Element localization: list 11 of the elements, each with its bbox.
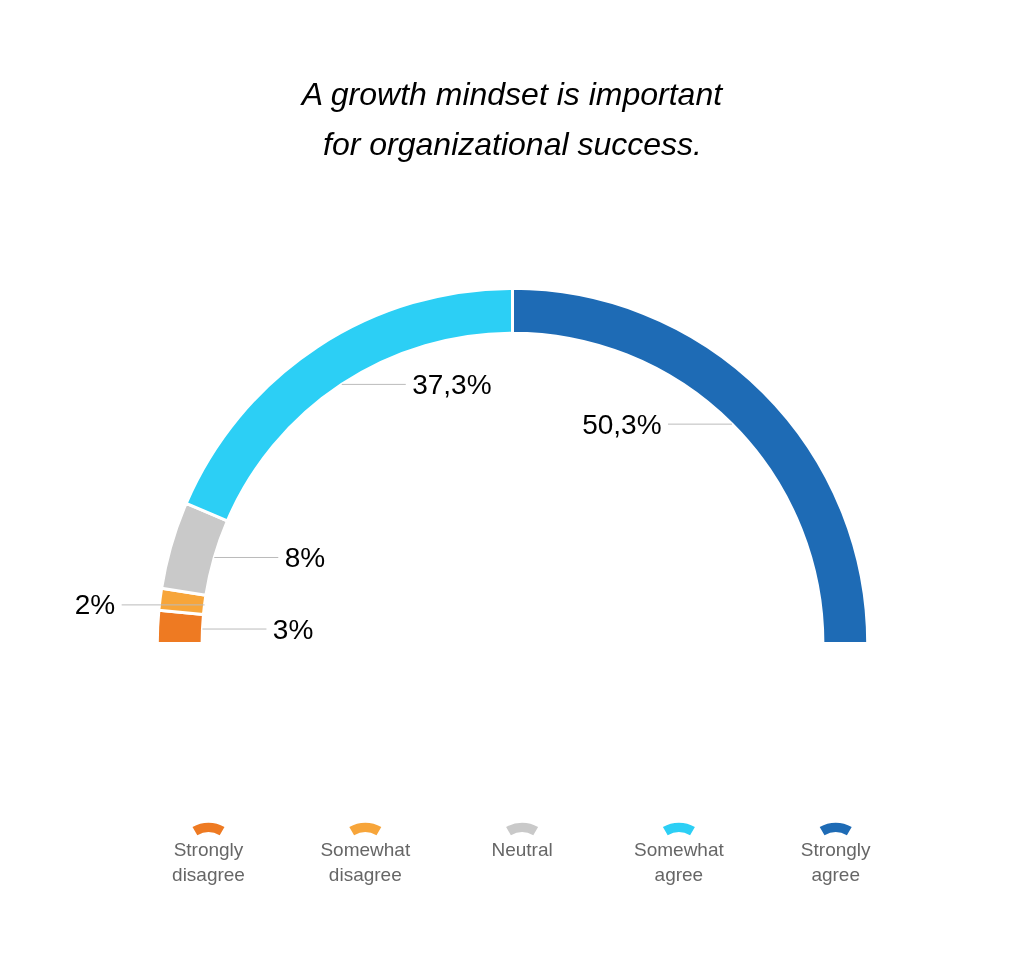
legend-label: Somewhat agree xyxy=(634,838,725,885)
data-label: 3% xyxy=(272,613,314,645)
legend-label: Somewhat disagree xyxy=(320,838,411,885)
data-label: 8% xyxy=(284,541,326,573)
chart-title: A growth mindset is important for organizational success. xyxy=(299,75,724,163)
legend-label: Neutral xyxy=(491,838,553,860)
data-label: 2% xyxy=(74,589,116,621)
legend-label: Strongly disagree xyxy=(172,838,245,885)
data-label: 37,3% xyxy=(412,368,492,400)
legend-label: Strongly agree xyxy=(800,838,872,885)
data-label: 50,3% xyxy=(582,408,662,440)
